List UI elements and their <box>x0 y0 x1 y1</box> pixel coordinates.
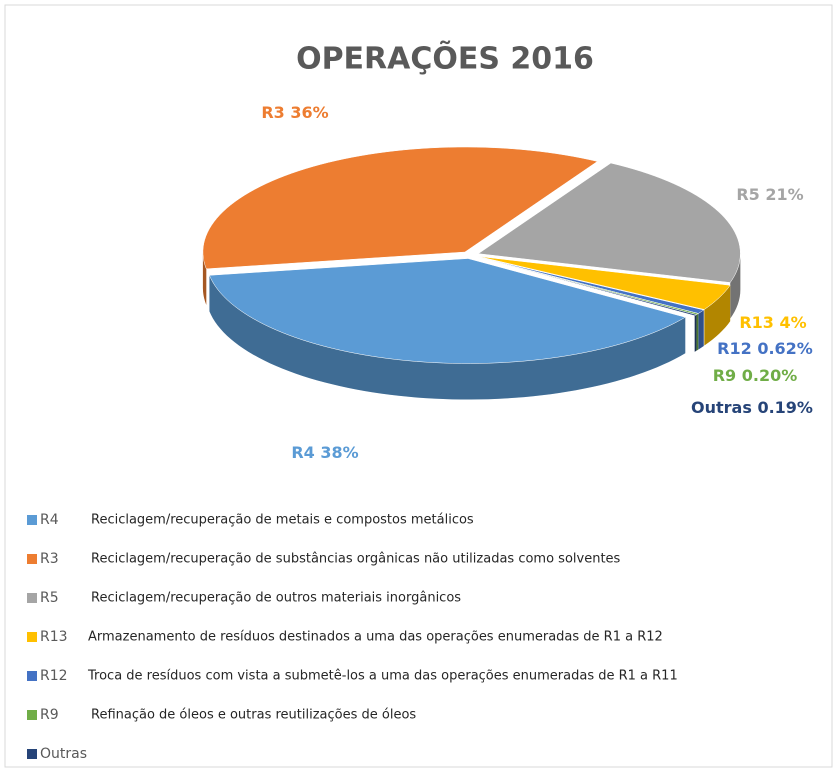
legend-description: Armazenamento de resíduos destinados a u… <box>88 630 663 645</box>
data-label-category: Outras <box>691 398 752 417</box>
data-label-category: R4 <box>291 443 314 462</box>
data-label-value: 38% <box>320 443 358 462</box>
legend-marker <box>27 710 37 720</box>
slice-side-shade <box>730 253 741 319</box>
slice <box>477 162 741 283</box>
slice-side-shade <box>202 252 207 305</box>
legend-marker <box>27 593 37 603</box>
slice-side-shade <box>704 285 731 346</box>
legend-label: R3 <box>40 551 59 567</box>
legend-label: Outras <box>40 746 87 762</box>
legend-marker <box>27 671 37 681</box>
slice-side <box>704 285 731 346</box>
slice-side <box>730 253 741 319</box>
data-label-category: R12 <box>717 339 752 358</box>
slice-side <box>698 309 704 350</box>
data-label-value: 0.19% <box>757 398 813 417</box>
legend-description: Troca de resíduos com vista a submetê-lo… <box>87 669 678 684</box>
legend-label: R4 <box>40 512 59 528</box>
legend-marker <box>27 749 37 759</box>
slice-side <box>694 314 697 352</box>
slice-side-shade <box>694 314 697 352</box>
data-label-category: R9 <box>713 366 736 385</box>
data-label: Outras 0.19% <box>691 398 813 417</box>
data-label-value: 0.62% <box>757 339 813 358</box>
slice-side <box>202 252 207 305</box>
data-label-value: 4% <box>780 313 807 332</box>
data-label: R5 21% <box>736 185 803 204</box>
legend-description: Refinação de óleos e outras reutilizaçõe… <box>91 708 416 723</box>
legend-description: Reciclagem/recuperação de outros materia… <box>91 591 461 606</box>
legend-label: R9 <box>40 707 59 723</box>
slice-side-shade <box>698 309 704 350</box>
data-label-category: R13 <box>739 313 774 332</box>
legend-label: R13 <box>40 629 68 645</box>
legend-label: R12 <box>40 668 68 684</box>
legend-marker <box>27 515 37 525</box>
chart-title: OPERAÇÕES 2016 <box>296 40 594 77</box>
data-label: R12 0.62% <box>717 339 813 358</box>
data-label: R13 4% <box>739 313 806 332</box>
legend-marker <box>27 632 37 642</box>
slice <box>209 258 686 364</box>
data-label: R3 36% <box>261 103 328 122</box>
data-label: R4 38% <box>291 443 358 462</box>
data-label-value: 36% <box>290 103 328 122</box>
data-label-category: R5 <box>736 185 759 204</box>
data-label-category: R3 <box>261 103 284 122</box>
slice-side-shade <box>209 275 686 400</box>
slice <box>478 256 731 310</box>
legend-description: Reciclagem/recuperação de substâncias or… <box>91 552 621 567</box>
slice <box>477 256 698 316</box>
data-label-value: 0.20% <box>742 366 798 385</box>
slice-side-shade <box>696 313 699 351</box>
slice-side <box>696 313 699 351</box>
slice <box>202 146 599 270</box>
data-label-value: 21% <box>765 185 803 204</box>
legend-label: R5 <box>40 590 59 606</box>
slice-side <box>209 275 686 400</box>
legend-marker <box>27 554 37 564</box>
data-label: R9 0.20% <box>713 366 798 385</box>
legend-description: Reciclagem/recuperação de metais e compo… <box>91 513 474 528</box>
